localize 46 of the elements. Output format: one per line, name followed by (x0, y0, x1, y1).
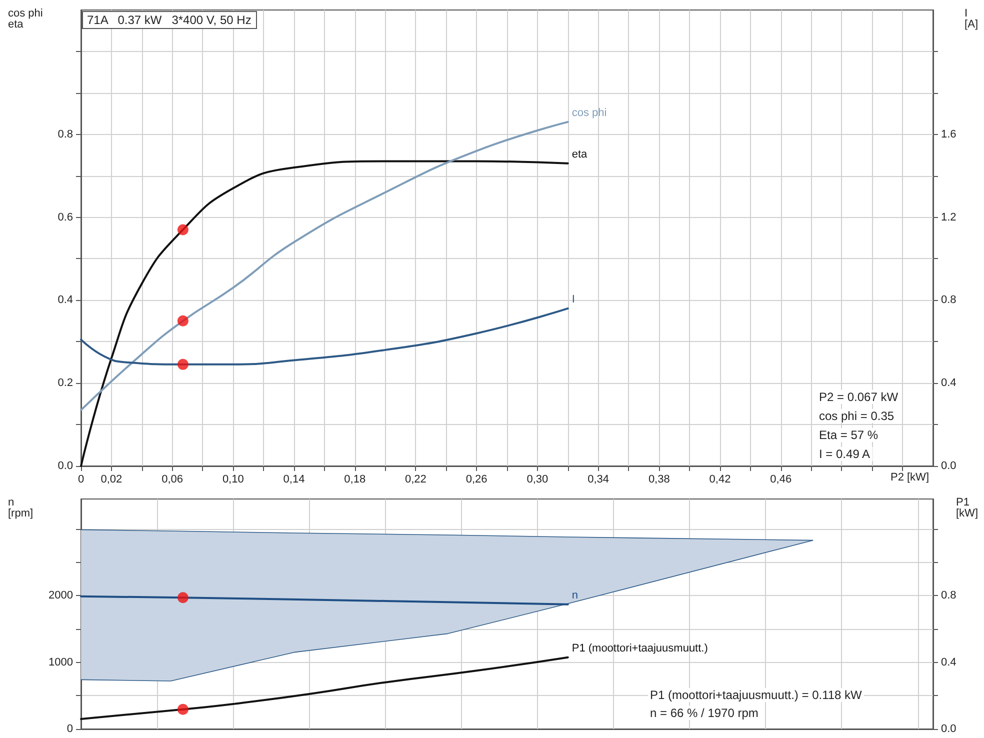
y-tick-label: 0.2 (58, 377, 73, 390)
y2-tick-label: 0.0 (941, 723, 956, 735)
x-tick-label: 0,26 (466, 474, 488, 486)
y-axis-title: cos phi eta (8, 8, 43, 30)
annotation: P1 (moottori+taajuusmuutt.) = 0.118 kW (650, 688, 863, 702)
y2-tick-label: 0.8 (941, 294, 956, 306)
annotation: n = 66 % / 1970 rpm (650, 706, 758, 720)
y-tick-label: 1000 (48, 656, 73, 668)
x-tick-label: 0,02 (100, 474, 122, 486)
y2-tick-label: 0.4 (941, 377, 956, 390)
x-tick-label: 0,46 (770, 474, 792, 486)
x-tick-label: 0,18 (344, 474, 366, 486)
x-tick-label: 0,30 (526, 474, 548, 486)
y-tick-label: 0.6 (58, 211, 73, 224)
y-axis-title: n [rpm] (8, 496, 34, 520)
y-tick-label: 0.4 (58, 294, 73, 306)
y2-axis-title: P1 [kW] (956, 496, 978, 520)
series-label: cos phi (572, 106, 607, 119)
x-tick-label: 0 (78, 474, 84, 486)
y2-axis-title: I [A] (964, 8, 978, 30)
x-tick-label: 0,22 (405, 474, 426, 486)
annotation: Eta = 57 % (819, 428, 878, 442)
annotation: cos phi = 0.35 (819, 409, 894, 423)
x-tick-label: 0,42 (709, 474, 731, 486)
y-tick-label: 2000 (48, 590, 73, 602)
y2-tick-label: 0.4 (941, 656, 956, 668)
series-label: eta (572, 148, 588, 160)
x-tick-label: 0,06 (162, 474, 183, 486)
annotation: I = 0.49 A (819, 447, 870, 461)
series-label: n (572, 589, 578, 602)
annotation: P2 = 0.067 kW (819, 390, 899, 404)
y-tick-label: 0.8 (58, 128, 73, 140)
y2-tick-label: 1.6 (941, 128, 956, 140)
y-tick-label: 0 (66, 723, 73, 735)
series-label: I (572, 293, 575, 306)
x-axis-title: P2 [kW] (890, 472, 930, 484)
y2-tick-label: 0.8 (941, 590, 956, 602)
x-tick-label: 0,14 (283, 474, 305, 486)
x-tick-label: 0,38 (648, 474, 670, 486)
x-tick-label: 0,34 (588, 474, 609, 486)
y2-tick-label: 0.0 (941, 460, 956, 472)
y2-tick-label: 1.2 (941, 211, 956, 224)
series-label: P1 (moottori+taajuusmuutt.) (572, 642, 708, 654)
chart-title: 71A 0.37 kW 3*400 V, 50 Hz (87, 13, 252, 27)
y-tick-label: 0.0 (58, 460, 73, 472)
x-tick-label: 0,10 (222, 474, 244, 486)
